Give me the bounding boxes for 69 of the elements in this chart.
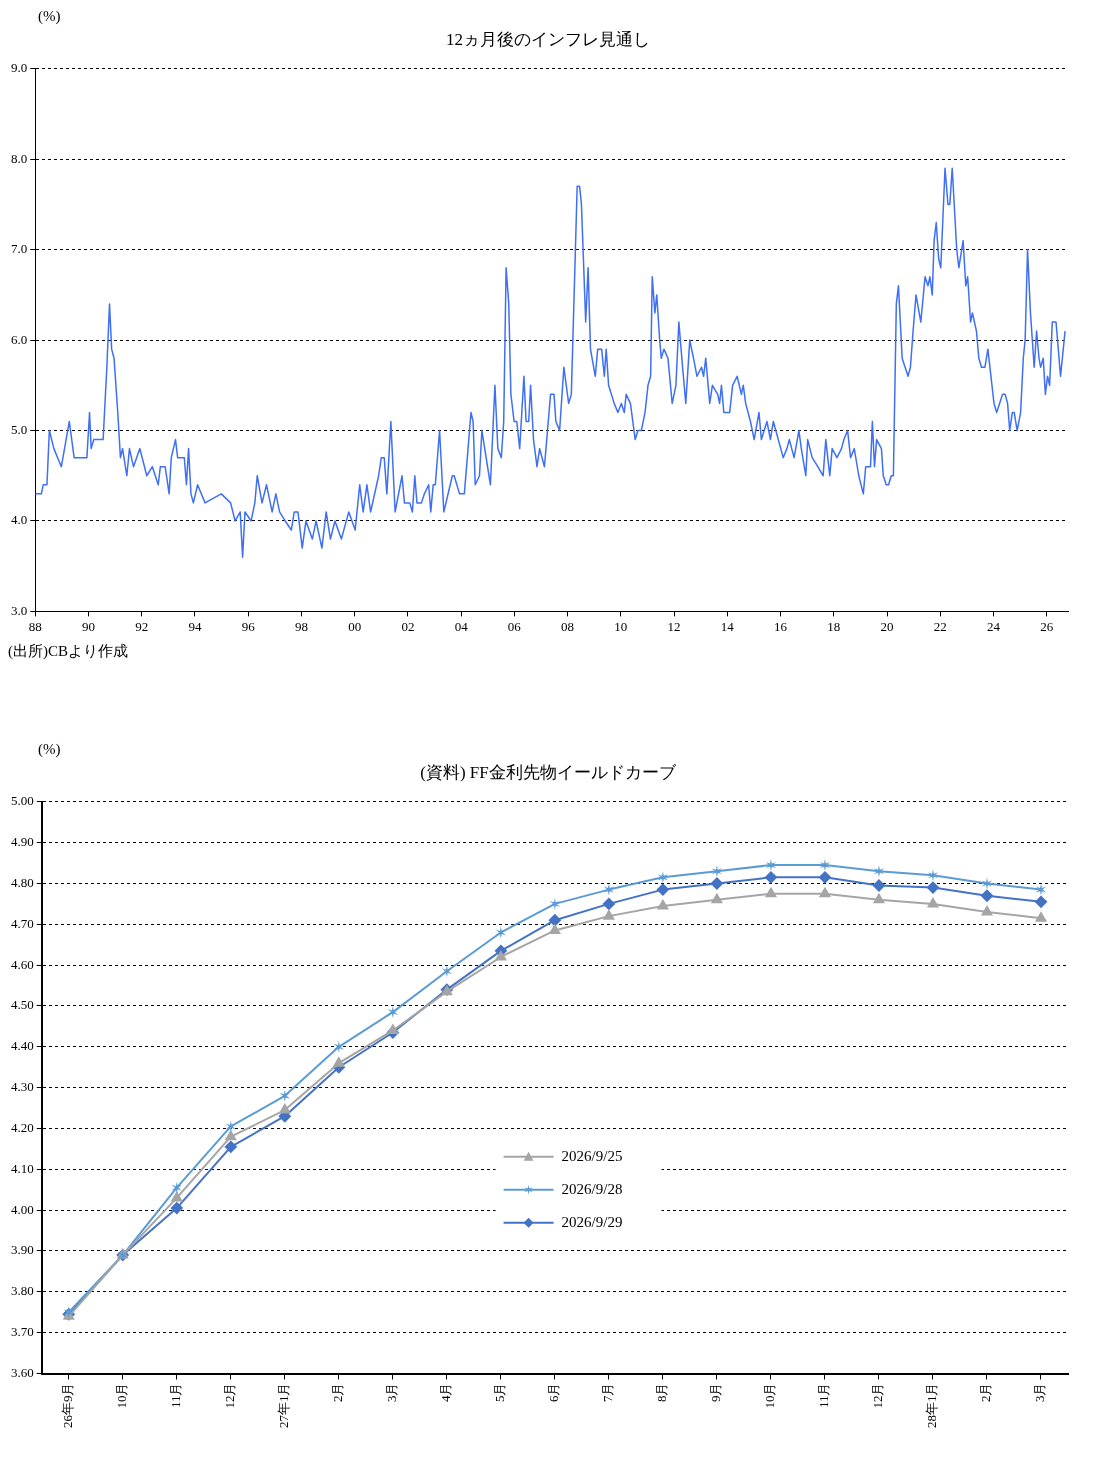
x-tick-label: 2月 [330,1382,346,1402]
y-tick-label: 4.70 [11,915,34,931]
y-tick-label: 4.0 [11,512,28,528]
x-tick-label: 10 [614,618,628,634]
x-tick-label: 94 [188,618,202,634]
x-tick-label: 98 [294,618,308,634]
x-tick-label: 14 [720,618,735,634]
x-tick-label: 3月 [1032,1382,1048,1402]
x-tick-label: 08 [561,618,575,634]
x-tick-label: 5月 [492,1382,508,1402]
y-tick-label: 4.60 [11,956,34,972]
x-tick-label: 02 [401,618,415,634]
y-tick-label: 5.0 [11,421,28,437]
y-tick-label: 7.0 [11,241,28,257]
legend-label: 2026/9/25 [561,1147,623,1164]
y-tick-label: 6.0 [11,331,28,347]
y-tick-label: 4.20 [11,1119,34,1135]
y-tick-label: 4.00 [11,1201,34,1217]
x-tick-label: 12月 [870,1382,886,1409]
x-tick-label: 90 [81,618,95,634]
y-tick-label: 8.0 [11,150,28,166]
x-tick-label: 9月 [708,1382,724,1402]
x-tick-label: 28年1月 [924,1382,940,1428]
x-tick-label: 20 [880,618,894,634]
x-tick-label: 27年1月 [276,1382,292,1428]
x-tick-label: 88 [28,618,42,634]
x-tick-label: 22 [933,618,947,634]
x-tick-label: 2月 [978,1382,994,1402]
x-tick-label: 6月 [546,1382,562,1402]
legend-label: 2026/9/28 [561,1180,623,1197]
x-tick-label: 18 [827,618,841,634]
x-tick-label: 4月 [438,1382,454,1402]
x-tick-label: 92 [135,618,149,634]
x-tick-label: 7月 [600,1382,616,1402]
y-tick-label: 9.0 [11,60,28,76]
y-tick-label: 4.40 [11,1038,34,1054]
x-tick-label: 10月 [114,1382,130,1409]
x-tick-label: 00 [348,618,362,634]
x-tick-label: 10月 [762,1382,778,1409]
y-tick-label: 3.70 [11,1324,34,1340]
y-axis-title: (%) [38,8,61,25]
chart-title: 12ヵ月後のインフレ見通し [446,30,650,49]
x-tick-label: 24 [986,618,1001,634]
y-tick-label: 4.30 [11,1079,34,1095]
y-tick-label: 4.80 [11,874,34,890]
x-tick-label: 3月 [384,1382,400,1402]
x-tick-label: 8月 [654,1382,670,1402]
x-tick-label: 12月 [222,1382,238,1409]
x-tick-label: 26年9月 [60,1382,76,1428]
y-tick-label: 3.80 [11,1283,34,1299]
y-tick-label: 4.10 [11,1160,34,1176]
x-tick-label: 96 [241,618,256,634]
y-tick-label: 4.90 [11,834,34,850]
x-tick-label: 16 [774,618,788,634]
y-tick-label: 3.0 [11,602,28,618]
x-tick-label: 11月 [168,1382,184,1409]
legend-label: 2026/9/29 [561,1213,623,1230]
x-tick-label: 12 [667,618,681,634]
text: (出所)CBより作成 [8,642,129,661]
y-tick-label: 3.90 [11,1242,34,1258]
y-axis-title: (%) [38,741,61,758]
x-tick-label: 26 [1040,618,1054,634]
y-tick-label: 3.60 [11,1364,34,1380]
y-tick-label: 5.00 [11,793,34,809]
x-tick-label: 06 [507,618,522,634]
x-tick-label: 11月 [816,1382,832,1409]
x-tick-label: 04 [454,618,469,634]
chart-title: (資料) FF金利先物イールドカーブ [420,763,676,782]
y-tick-label: 4.50 [11,997,34,1013]
